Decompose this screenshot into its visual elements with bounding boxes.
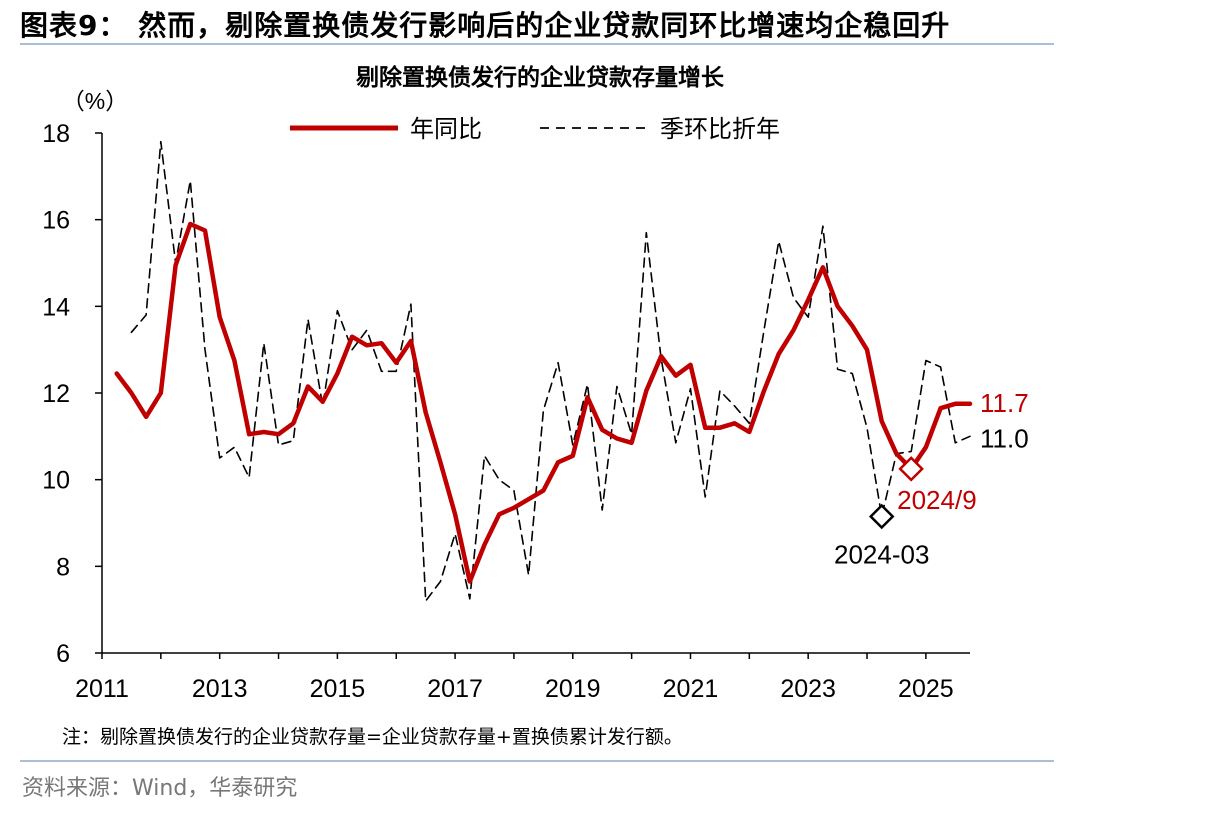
bottom-rule: [20, 760, 1054, 762]
y-axis-unit: （%）: [62, 88, 128, 114]
x-tick-label: 2013: [192, 675, 248, 703]
x-tick-label: 2025: [898, 675, 954, 703]
top-rule: [20, 43, 1054, 45]
end-label-yoy: 11.7: [980, 388, 1029, 418]
y-tick-label: 14: [42, 293, 70, 321]
x-tick-label: 2019: [545, 675, 601, 703]
figure-title: 图表9： 然而，剔除置换债发行影响后的企业贷款同环比增速均企稳回升: [20, 9, 951, 42]
marker-diamond-2024-03: [868, 503, 895, 530]
y-tick-label: 16: [42, 207, 70, 235]
legend: 年同比 季环比折年: [290, 116, 780, 143]
chart-title: 剔除置换债发行的企业贷款存量增长: [355, 64, 725, 90]
series-layer: [114, 140, 973, 602]
x-tick-label: 2017: [427, 675, 483, 703]
x-tick-label: 2011: [75, 675, 129, 703]
annotation-layer: 11.7 11.0 2024/9 2024-03: [834, 388, 1029, 570]
annotation-label-2024-9: 2024/9: [897, 485, 977, 515]
y-tick-label: 12: [42, 380, 70, 408]
legend-label-qoq: 季环比折年: [660, 116, 780, 143]
source-text: 资料来源：Wind，华泰研究: [22, 776, 298, 801]
x-tick-label: 2015: [310, 675, 366, 703]
x-tick-label: 2021: [663, 675, 719, 703]
y-tick-label: 8: [56, 553, 70, 581]
series-line-yoy: [114, 221, 973, 584]
marker-diamond-2024-9: [898, 456, 924, 482]
y-tick-label: 10: [42, 467, 70, 495]
series-line-qoq: [130, 140, 971, 602]
legend-label-yoy: 年同比: [410, 116, 482, 143]
y-tick-label: 18: [42, 120, 70, 148]
y-tick-label: 6: [56, 640, 70, 668]
chart-note: 注：剔除置换债发行的企业贷款存量=企业贷款存量+置换债累计发行额。: [62, 726, 683, 748]
end-label-qoq: 11.0: [980, 423, 1029, 453]
annotation-label-2024-03: 2024-03: [834, 540, 929, 570]
axes: 6 8 10 12 14 16 18 2011 2013 2015 2017 2019 2021 2023…: [42, 120, 970, 703]
x-tick-label: 2023: [780, 675, 836, 703]
